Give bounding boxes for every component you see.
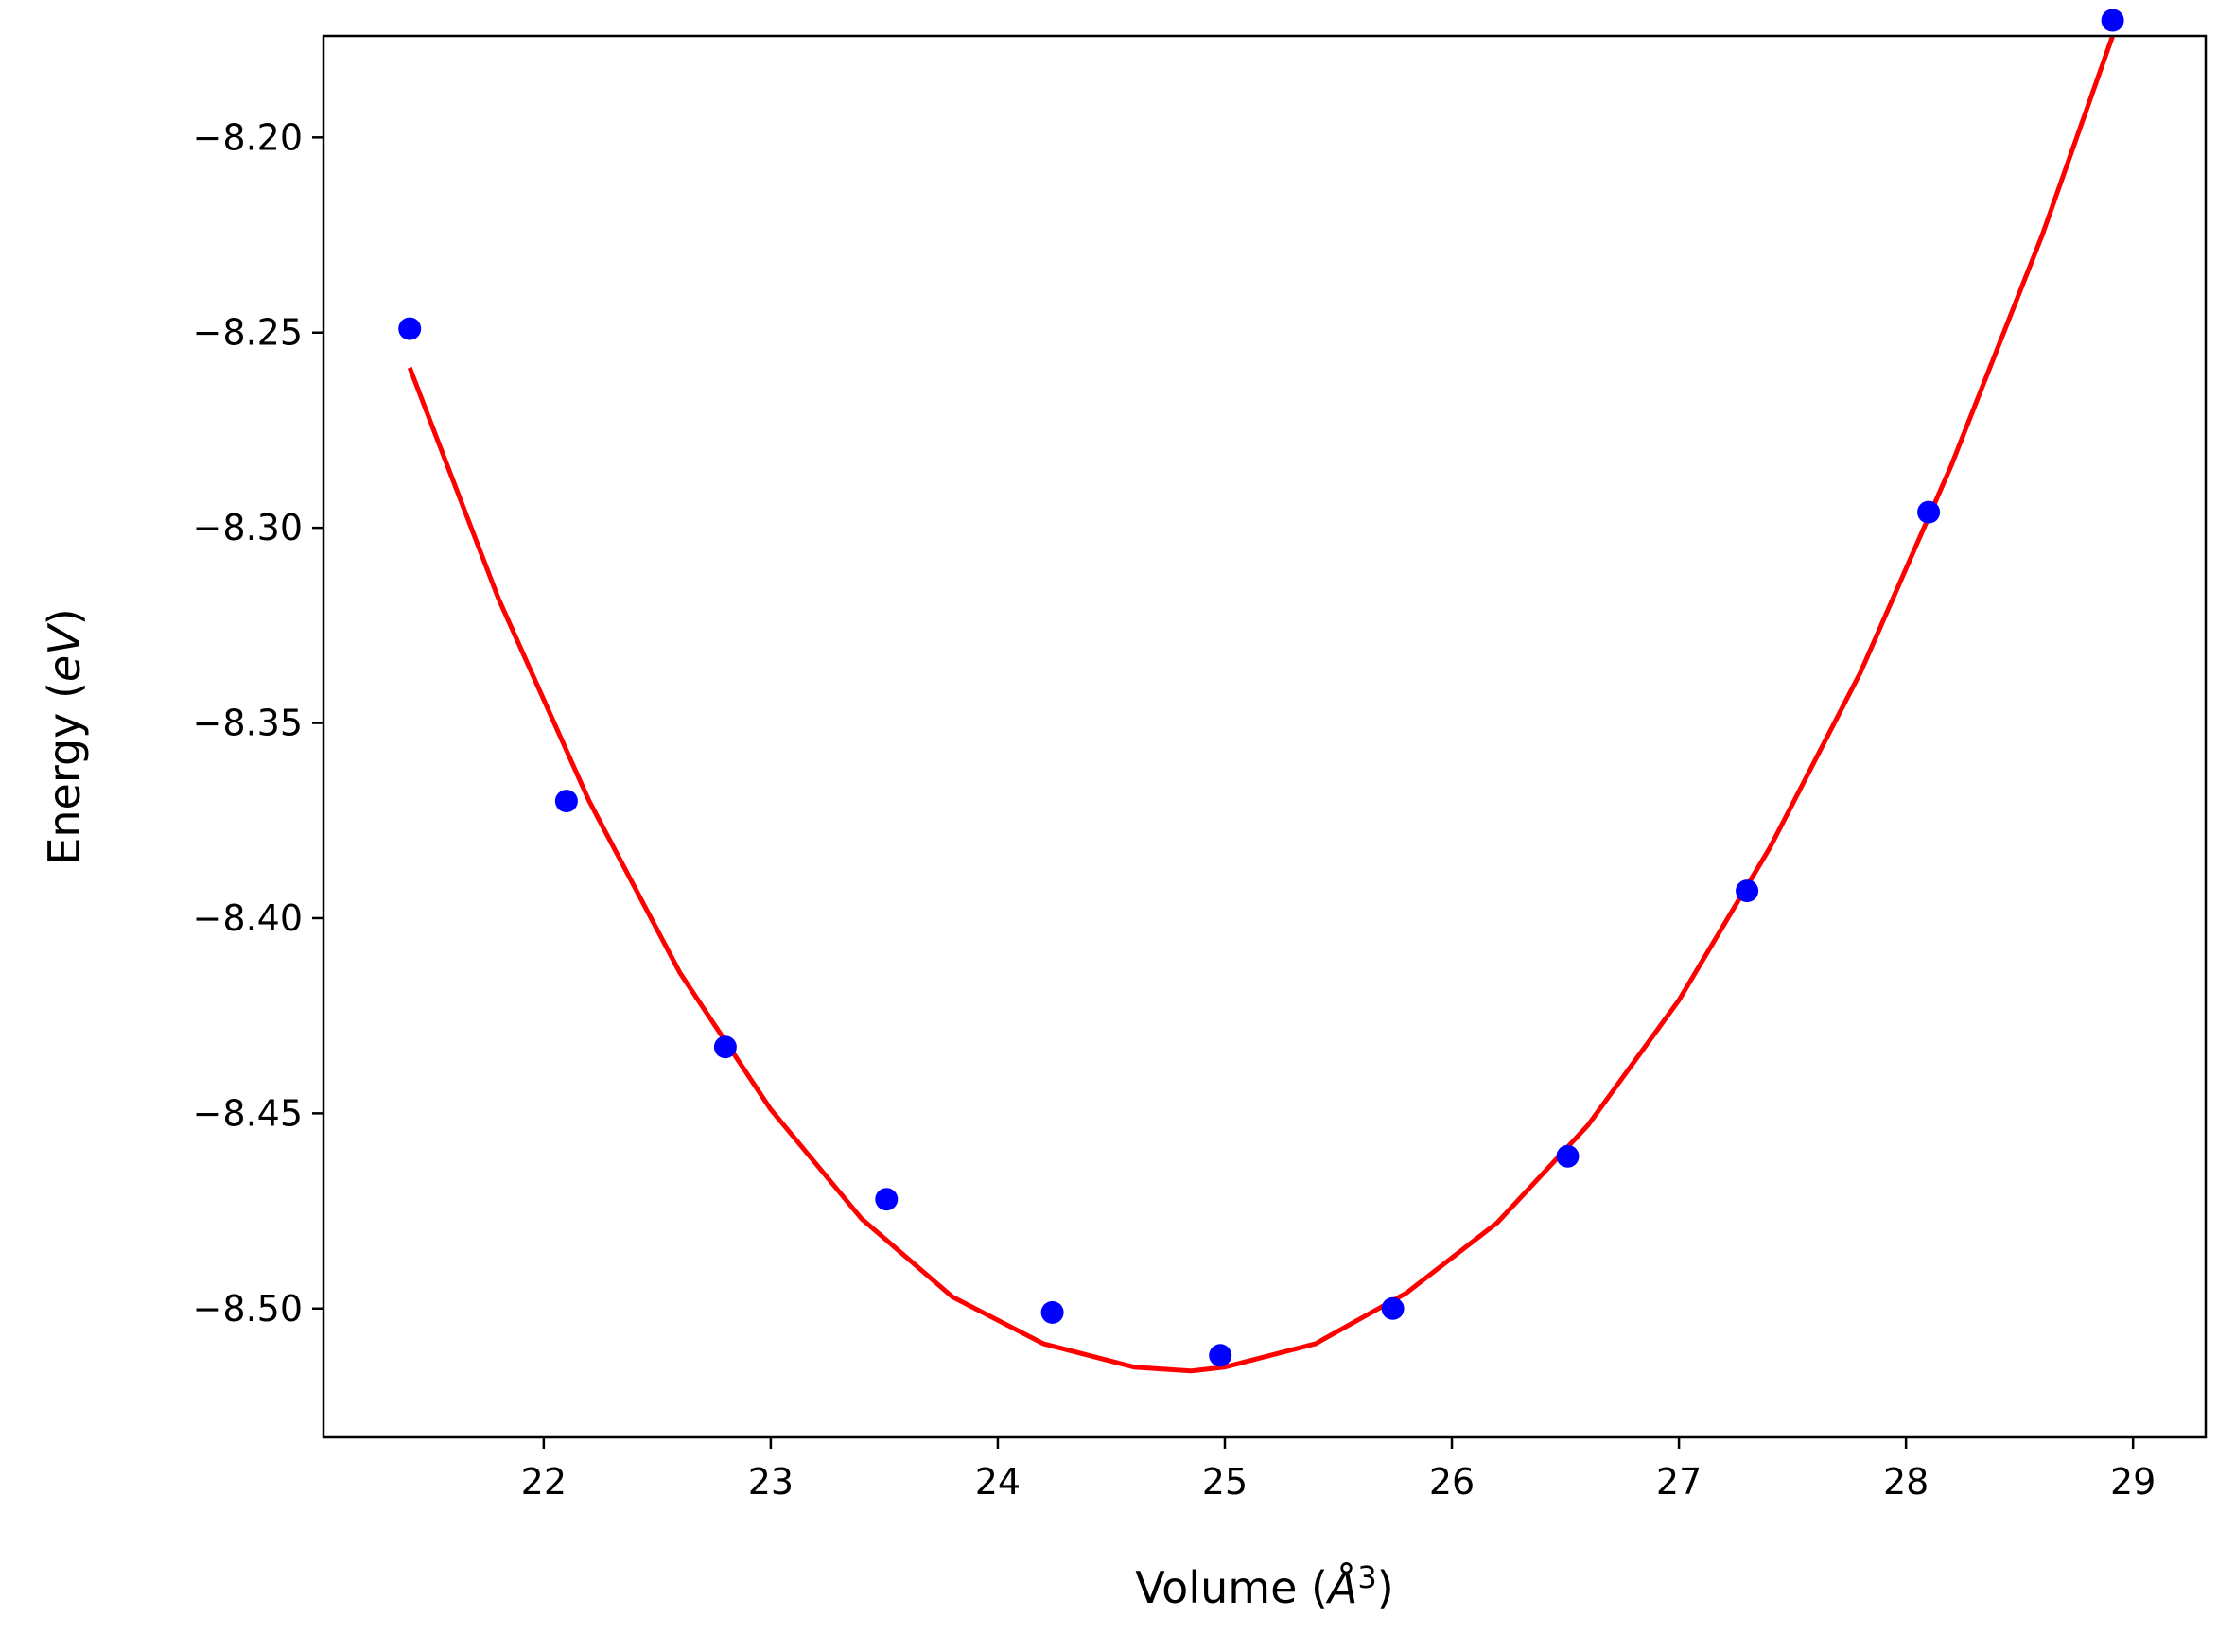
fit-curve (407, 35, 2115, 1374)
x-tick-label: 24 (975, 1461, 1021, 1503)
data-point (875, 1188, 899, 1211)
x-tick-label: 28 (1883, 1461, 1929, 1503)
x-tick-label: 27 (1656, 1461, 1702, 1503)
data-point (1040, 1300, 1064, 1324)
data-point (1917, 500, 1941, 524)
x-tick-label: 26 (1429, 1461, 1475, 1503)
data-point (1209, 1344, 1232, 1367)
x-tick-label: 22 (521, 1461, 567, 1503)
data-point (1381, 1296, 1405, 1320)
y-tick-label: −8.25 (193, 312, 303, 354)
y-tick-label: −8.35 (193, 703, 303, 744)
data-point (1736, 879, 1759, 903)
y-tick-label: −8.20 (193, 116, 303, 158)
data-point (1556, 1144, 1580, 1168)
data-point (398, 317, 422, 340)
data-point (554, 790, 578, 813)
data-point (713, 1035, 737, 1059)
x-axis-label: Volume (Å3) (1135, 1559, 1393, 1613)
y-axis-label: Energy (eV) (39, 608, 90, 864)
y-tick-label: −8.40 (193, 897, 303, 939)
plot-frame (322, 34, 2208, 1439)
x-axis: 22 23 24 25 26 27 28 29 (521, 1437, 2156, 1503)
x-tick-label: 23 (748, 1461, 794, 1503)
y-tick-label: −8.30 (193, 507, 303, 548)
fit-curve-layer (407, 35, 2115, 1374)
y-tick-label: −8.45 (193, 1092, 303, 1134)
data-points-layer (398, 9, 2124, 1367)
x-tick-label: 29 (2110, 1461, 2156, 1503)
x-tick-label: 25 (1202, 1461, 1248, 1503)
y-tick-label: −8.50 (193, 1288, 303, 1330)
y-axis: −8.20 −8.25 −8.30 −8.35 −8.40 −8.45 −8.50 (193, 116, 323, 1330)
data-point (2101, 9, 2124, 32)
